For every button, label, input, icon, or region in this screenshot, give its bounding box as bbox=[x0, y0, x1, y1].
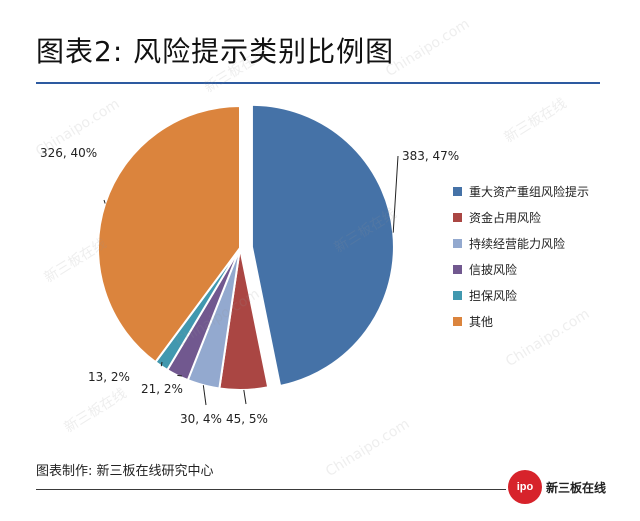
legend-swatch bbox=[453, 238, 462, 248]
leader-line bbox=[177, 374, 183, 377]
legend-swatch bbox=[453, 186, 462, 196]
data-label: 45, 5% bbox=[226, 412, 268, 426]
logo-badge: ipo bbox=[508, 470, 542, 504]
legend-label: 信披风险 bbox=[469, 262, 518, 277]
brand-logo: ipo 新三板在线 bbox=[508, 470, 606, 504]
legend-item: 资金占用风险 bbox=[453, 204, 589, 230]
data-label: 383, 47% bbox=[402, 149, 459, 163]
leader-line bbox=[243, 389, 247, 405]
legend-item: 其他 bbox=[453, 308, 589, 334]
leader-line bbox=[202, 385, 207, 406]
legend-label: 资金占用风险 bbox=[469, 210, 542, 225]
legend-item: 担保风险 bbox=[453, 282, 589, 308]
data-label: 13, 2% bbox=[88, 370, 130, 384]
legend-label: 其他 bbox=[469, 314, 494, 329]
legend-item: 持续经营能力风险 bbox=[453, 230, 589, 256]
logo-text: 新三板在线 bbox=[546, 480, 607, 495]
legend-swatch bbox=[453, 290, 462, 300]
footer-divider bbox=[36, 489, 506, 490]
data-label: 21, 2% bbox=[141, 382, 183, 396]
data-label: 326, 40% bbox=[40, 146, 97, 160]
source-note: 图表制作: 新三板在线研究中心 bbox=[36, 464, 214, 479]
legend-swatch bbox=[453, 212, 462, 222]
pie-slice-1 bbox=[250, 103, 395, 388]
legend-label: 重大资产重组风险提示 bbox=[469, 184, 590, 199]
legend-item: 信披风险 bbox=[453, 256, 589, 282]
chart-legend: 重大资产重组风险提示 资金占用风险 持续经营能力风险 信披风险 担保风险 其他 bbox=[453, 178, 589, 334]
legend-label: 担保风险 bbox=[469, 288, 518, 303]
legend-swatch bbox=[453, 316, 462, 326]
data-label: 30, 4% bbox=[180, 412, 222, 426]
leader-line bbox=[103, 199, 106, 204]
leader-line bbox=[392, 155, 399, 233]
title-divider bbox=[36, 82, 600, 84]
leader-line bbox=[160, 361, 163, 367]
legend-label: 持续经营能力风险 bbox=[469, 236, 566, 251]
legend-item: 重大资产重组风险提示 bbox=[453, 178, 589, 204]
legend-swatch bbox=[453, 264, 462, 274]
page-title: 图表2: 风险提示类别比例图 bbox=[36, 35, 395, 68]
